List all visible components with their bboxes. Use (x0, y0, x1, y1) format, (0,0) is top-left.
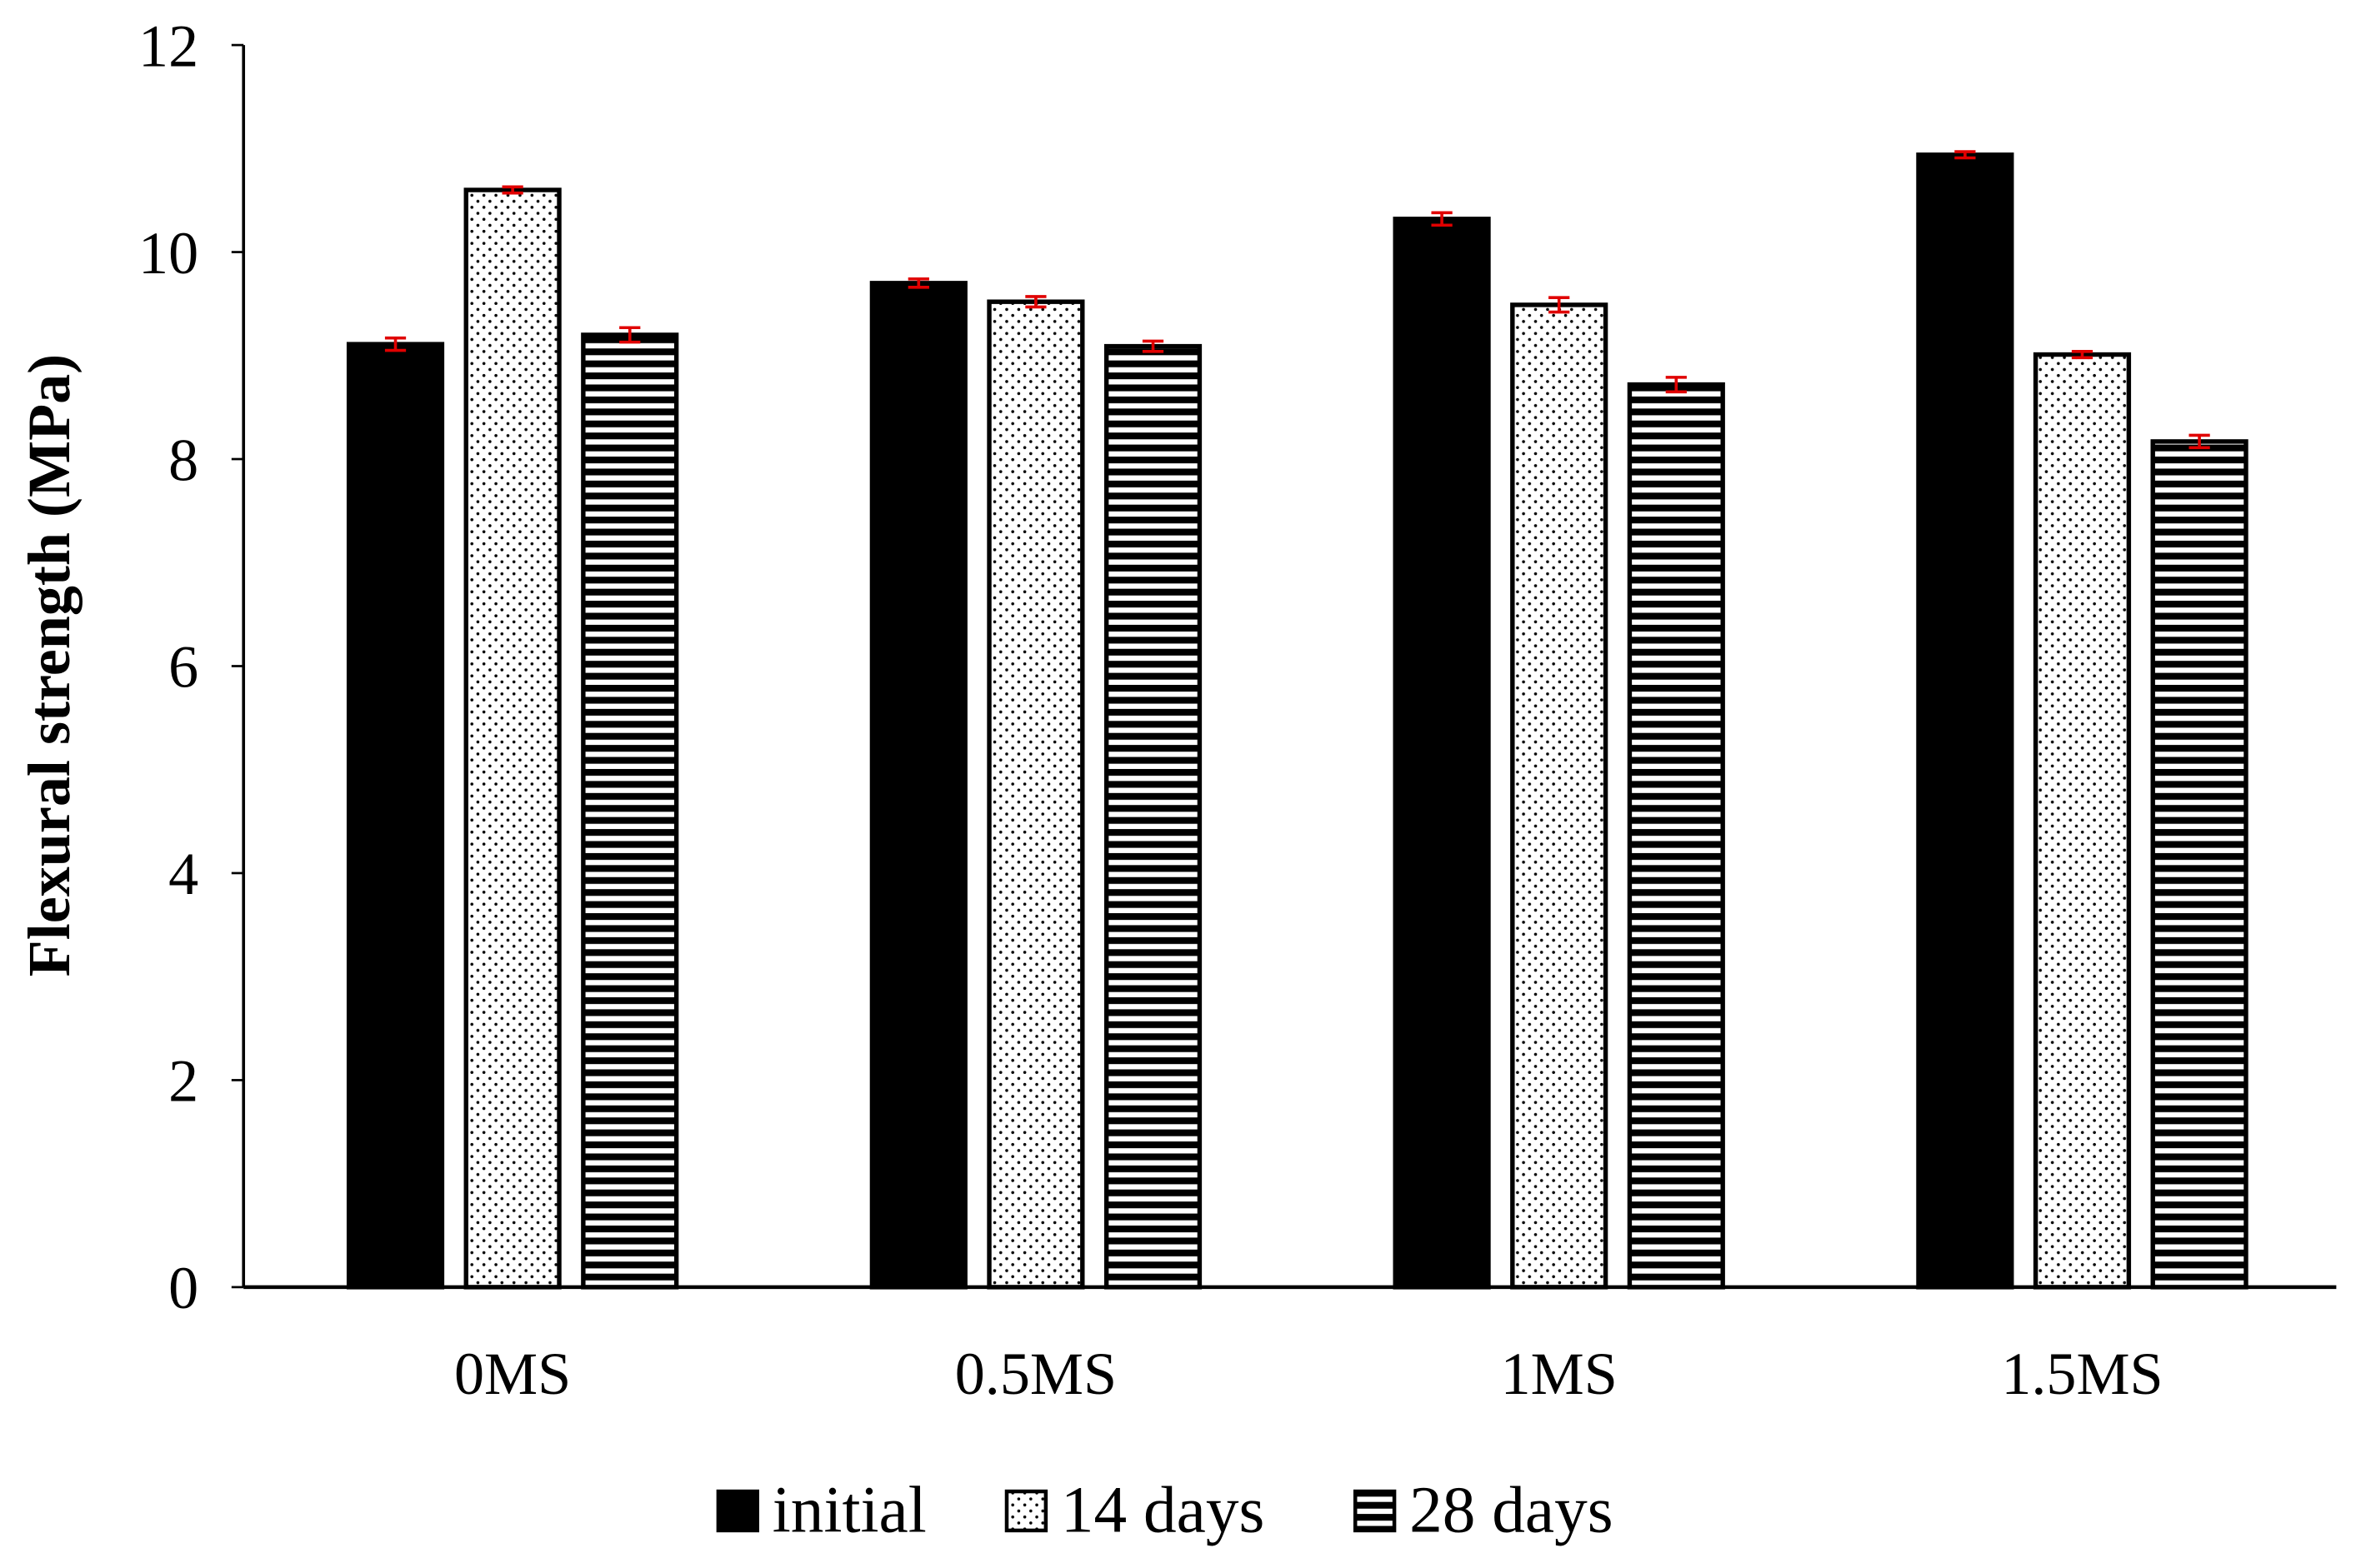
bar-28-days-1.5MS (2150, 439, 2248, 1290)
error-bar (1548, 296, 1570, 314)
error-bar (1665, 376, 1687, 394)
error-bar (384, 336, 407, 352)
legend-label: 14 days (1061, 1474, 1264, 1547)
legend-swatch-initial (716, 1489, 760, 1533)
error-bar (2188, 433, 2210, 450)
x-tick-label: 0MS (454, 1341, 571, 1407)
bar-14-days-0.5MS (987, 299, 1085, 1290)
y-tick-label: 12 (138, 12, 198, 79)
error-bar (1025, 295, 1047, 309)
error-bar (619, 326, 641, 344)
x-tick-label: 1MS (1501, 1341, 1618, 1407)
bar-initial-1.5MS (1916, 152, 2014, 1290)
error-bar (1431, 211, 1453, 227)
bar-initial-0.5MS (869, 281, 968, 1290)
bar-14-days-1.5MS (2033, 352, 2132, 1290)
error-bar (908, 277, 929, 289)
y-tick-label: 10 (138, 220, 198, 287)
bars (346, 150, 2248, 1290)
error-bar (1142, 339, 1164, 353)
bar-initial-0MS (346, 342, 445, 1290)
y-tick-label: 8 (168, 427, 198, 493)
x-tick-label: 0.5MS (955, 1341, 1117, 1407)
axes: 0 2 4 6 8 10 12 Flexural strength (MPa) 0MS 0.5MS… (16, 12, 2337, 1407)
error-bar (1954, 150, 1976, 160)
legend-swatch-14-days (1004, 1489, 1048, 1533)
bar-28-days-0MS (581, 332, 679, 1290)
y-tick-label: 6 (168, 634, 198, 701)
legend-label: initial (773, 1474, 927, 1547)
error-bar (2071, 350, 2093, 360)
bar-28-days-0.5MS (1103, 343, 1203, 1290)
error-bar (502, 185, 523, 195)
y-tick-label: 0 (168, 1255, 198, 1321)
legend-label: 28 days (1409, 1474, 1613, 1547)
y-tick-label: 4 (168, 841, 198, 907)
x-tick-label: 1.5MS (2001, 1341, 2163, 1407)
bar-initial-1MS (1393, 217, 1491, 1290)
bar-28-days-1MS (1627, 382, 1725, 1290)
legend: initial 14 days 28 days (716, 1474, 1613, 1547)
bar-14-days-0MS (463, 187, 562, 1290)
bar-14-days-1MS (1510, 302, 1608, 1290)
legend-swatch-28-days (1353, 1489, 1397, 1533)
y-tick-label: 2 (168, 1048, 198, 1115)
y-axis-label: Flexural strength (MPa) (16, 354, 83, 976)
